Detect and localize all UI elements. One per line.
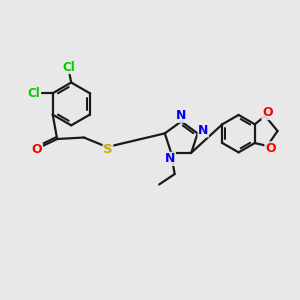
Text: O: O [32, 143, 42, 156]
Text: O: O [262, 106, 273, 119]
Text: N: N [165, 152, 175, 165]
Text: N: N [198, 124, 208, 137]
Text: S: S [103, 143, 113, 156]
Text: Cl: Cl [62, 61, 75, 74]
Text: N: N [176, 109, 186, 122]
Text: Cl: Cl [28, 87, 40, 100]
Text: O: O [265, 142, 276, 155]
